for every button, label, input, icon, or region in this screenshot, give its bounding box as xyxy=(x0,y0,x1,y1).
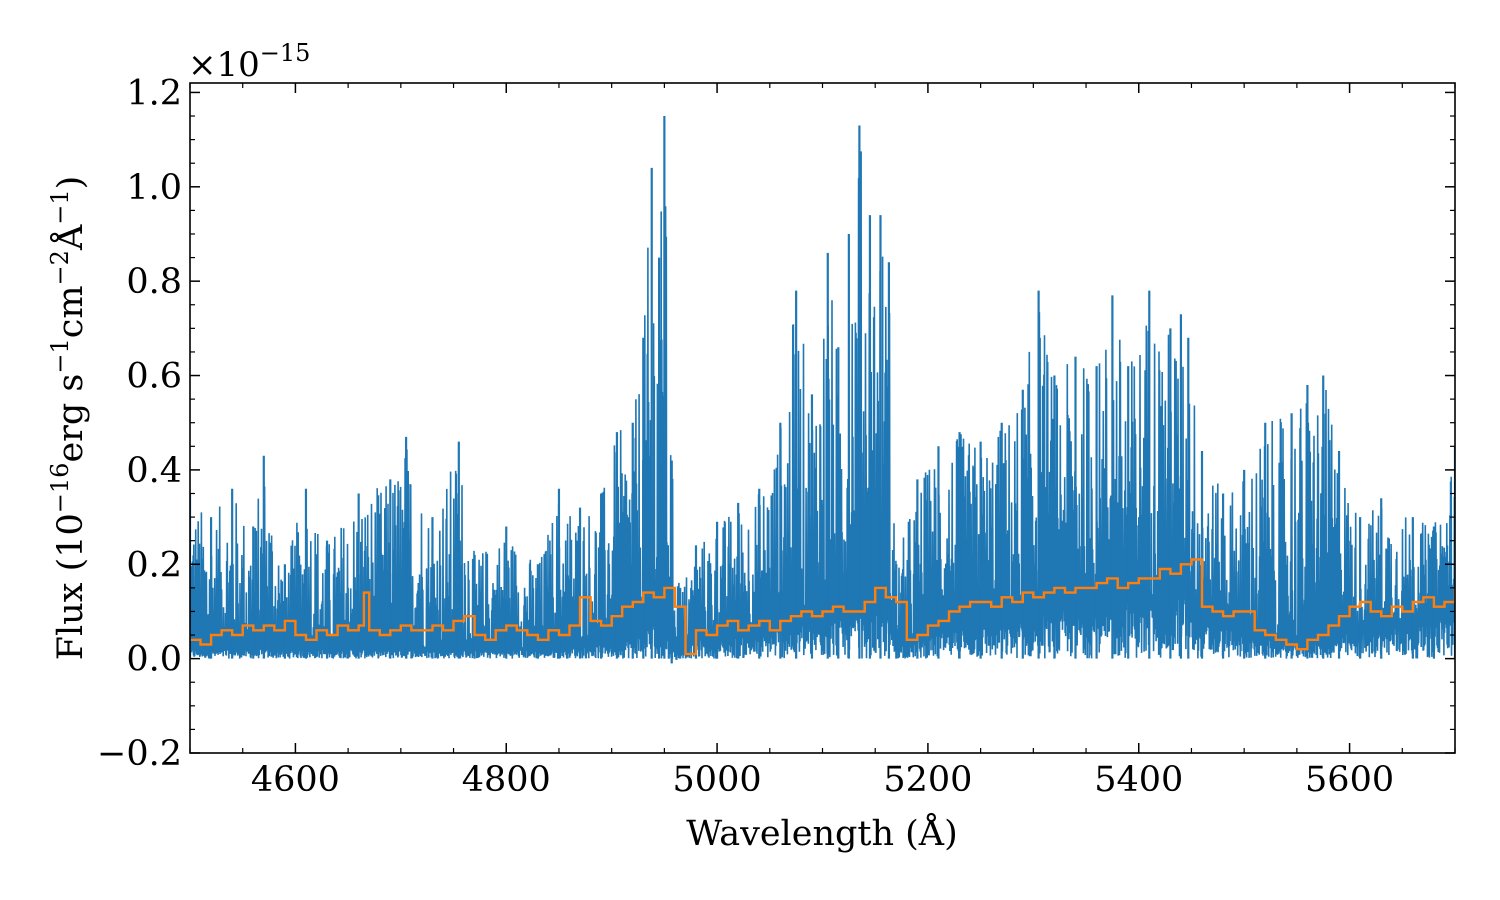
y-tick-label: 1.2 xyxy=(126,73,182,113)
y-axis-label: Flux (10−16erg s−1cm−2Å−1) xyxy=(46,176,91,661)
y-tick-label: 1.0 xyxy=(126,168,182,208)
binned-flux-line xyxy=(190,558,1455,656)
x-tick-label: 5600 xyxy=(1305,760,1394,800)
x-tick-label: 4800 xyxy=(462,760,551,800)
y-tick-label: 0.4 xyxy=(126,451,182,491)
y-tick-label: 0.0 xyxy=(126,640,182,680)
x-axis-label: Wavelength (Å) xyxy=(686,811,957,854)
y-tick-label: 0.8 xyxy=(126,262,182,302)
x-tick-label: 4600 xyxy=(251,760,340,800)
y-tick-label: 0.2 xyxy=(126,545,182,585)
series-binned-flux xyxy=(190,558,1455,656)
y-tick-label: −0.2 xyxy=(97,734,182,774)
x-axis-ticks: 4600 4800 5000 5200 5400 5600 xyxy=(189,83,1456,800)
y-offset-label: ×10−15 xyxy=(188,39,310,85)
y-tick-label: 0.6 xyxy=(126,357,182,397)
x-tick-label: 5400 xyxy=(1094,760,1183,800)
x-tick-label: 5200 xyxy=(883,760,972,800)
x-tick-label: 5000 xyxy=(673,760,762,800)
y-axis-ticks: −0.2 0.0 0.2 0.4 0.6 0.8 1.0 1.2 xyxy=(97,73,1455,774)
